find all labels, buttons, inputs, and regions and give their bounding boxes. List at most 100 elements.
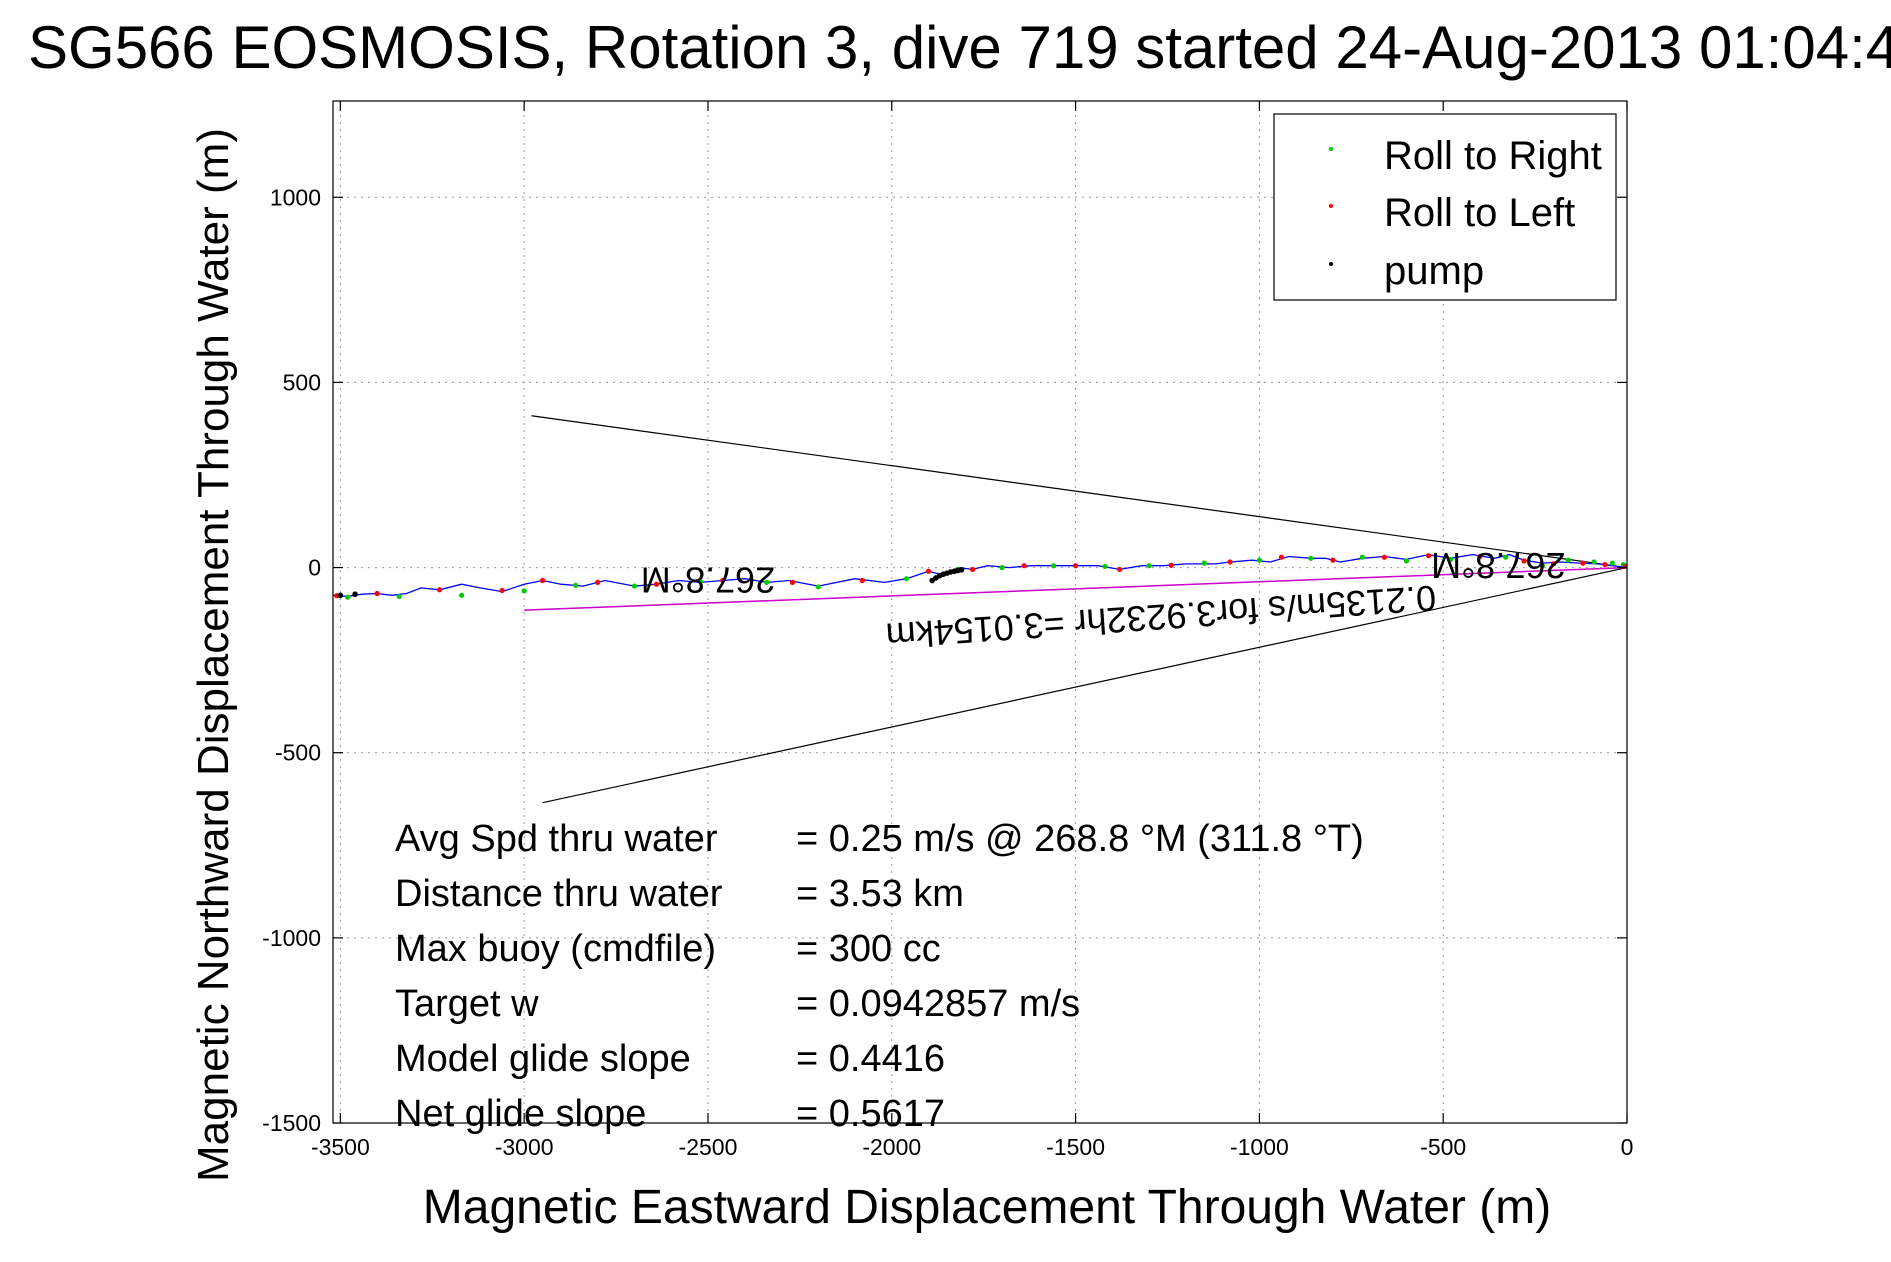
pump-point	[352, 591, 358, 598]
roll-left-point	[720, 577, 726, 584]
x-tick-label: -3500	[311, 1134, 370, 1160]
roll-right-point	[1539, 563, 1546, 569]
net-track-line	[524, 566, 1628, 611]
roll-right-point	[345, 594, 351, 600]
heading-label-left: 267.8°M	[641, 560, 775, 601]
roll-left-point	[595, 579, 601, 585]
roll-left-point	[437, 587, 443, 593]
roll-right-point	[1050, 563, 1057, 569]
stat-value-max-buoy: = 300 cc	[796, 928, 941, 970]
track-line	[332, 553, 1628, 598]
roll-right-point	[631, 583, 638, 589]
x-tick-label: 0	[1621, 1134, 1634, 1160]
stat-label-model-glide: Model glide slope	[395, 1038, 691, 1080]
roll-right-point	[815, 584, 821, 590]
stat-label-distance: Distance thru water	[395, 873, 723, 915]
legend-marker-pump	[1329, 262, 1333, 266]
axis-ticks: -3500 -3000 -2500 -2000 -1500 -1000 -500 0 -1500…	[262, 101, 1633, 1160]
net-track	[524, 566, 1628, 611]
stat-label-max-buoy: Max buoy (cmdfile)	[395, 928, 716, 970]
roll-points	[334, 553, 1628, 600]
roll-left-point	[1425, 553, 1432, 559]
y-tick-label: -1500	[262, 1110, 321, 1136]
roll-right-point	[1256, 557, 1262, 563]
x-tick-label: -2500	[679, 1134, 738, 1160]
heading-cone-line	[531, 415, 1628, 569]
roll-right-point	[1565, 557, 1571, 563]
roll-left-point	[653, 581, 660, 587]
roll-right-point	[573, 582, 579, 588]
roll-right-point	[698, 579, 704, 585]
heading-label-right: 267.8°M	[1431, 545, 1565, 586]
roll-left-point	[374, 590, 380, 597]
roll-right-point	[396, 593, 402, 600]
x-tick-label: -1000	[1230, 1134, 1289, 1160]
y-tick-label: 1000	[270, 184, 321, 210]
roll-left-point	[1278, 554, 1285, 560]
x-tick-label: -1500	[1046, 1134, 1105, 1160]
roll-left-point	[1550, 561, 1557, 567]
roll-right-point	[459, 592, 465, 598]
roll-left-point	[859, 577, 865, 584]
roll-left-point	[1330, 557, 1336, 563]
roll-left-point	[1580, 560, 1586, 566]
roll-left-point	[925, 568, 932, 574]
chart-title: SG566 EOSMOSIS, Rotation 3, dive 719 sta…	[28, 14, 1891, 81]
legend-marker-roll-right	[1329, 147, 1333, 151]
roll-left-point	[1521, 558, 1527, 564]
stat-label-target-w: Target w	[395, 983, 539, 1025]
legend-marker-roll-left	[1329, 204, 1333, 208]
roll-left-point	[1168, 562, 1174, 568]
roll-left-point	[1021, 563, 1027, 569]
y-tick-label: -500	[275, 740, 321, 766]
legend-label-roll-right: Roll to Right	[1384, 134, 1602, 178]
roll-left-point	[1602, 562, 1608, 568]
roll-right-point	[521, 588, 527, 594]
roll-right-point	[1201, 560, 1207, 566]
x-tick-label: -3000	[495, 1134, 554, 1160]
roll-right-point	[999, 564, 1005, 571]
roll-left-point	[1477, 553, 1483, 560]
stat-value-avg-speed: = 0.25 m/s @ 268.8 °M (311.8 °T)	[796, 818, 1364, 860]
y-tick-label: 0	[308, 555, 321, 581]
stat-value-model-glide: = 0.4416	[796, 1038, 945, 1080]
pump-point	[337, 592, 344, 599]
roll-left-point	[789, 579, 796, 585]
roll-left-point	[499, 587, 505, 594]
roll-left-point	[1117, 566, 1123, 573]
stat-value-net-glide: = 0.5617	[796, 1093, 945, 1135]
roll-left-point	[1381, 554, 1387, 560]
roll-right-point	[1146, 563, 1152, 569]
legend: Roll to Right Roll to Left pump	[1273, 113, 1617, 301]
x-tick-label: -2000	[862, 1134, 921, 1160]
axes-frame	[332, 100, 1628, 1124]
stat-label-net-glide: Net glide slope	[395, 1093, 646, 1135]
legend-label-pump: pump	[1384, 249, 1484, 293]
heading-cone	[531, 415, 1628, 804]
roll-left-point	[970, 566, 976, 573]
roll-left-point	[1072, 563, 1079, 569]
x-axis-label: Magnetic Eastward Displacement Through W…	[423, 1181, 1551, 1234]
roll-right-point	[764, 579, 770, 585]
heading-cone-line	[542, 566, 1628, 804]
roll-left-point	[539, 577, 546, 584]
roll-right-point	[1359, 554, 1365, 560]
x-tick-label: -500	[1420, 1134, 1466, 1160]
stat-value-target-w: = 0.0942857 m/s	[796, 983, 1080, 1025]
stat-value-distance: = 3.53 km	[796, 873, 964, 915]
roll-right-point	[1609, 560, 1615, 566]
roll-right-point	[1591, 559, 1597, 565]
stat-label-avg-speed: Avg Spd thru water	[395, 818, 718, 860]
y-tick-label: 500	[283, 369, 321, 395]
dive-stats: Avg Spd thru water = 0.25 m/s @ 268.8 °M…	[395, 818, 1364, 1135]
roll-left-point	[1227, 559, 1233, 565]
roll-right-point	[1503, 554, 1509, 560]
roll-right-point	[1403, 558, 1410, 564]
roll-right-point	[1102, 563, 1108, 570]
glider-track	[332, 553, 1628, 598]
roll-right-point	[1308, 555, 1314, 561]
y-axis-label: Magnetic Northward Displacement Through …	[189, 128, 238, 1182]
roll-right-point	[1447, 556, 1454, 563]
pump-point	[958, 566, 965, 573]
